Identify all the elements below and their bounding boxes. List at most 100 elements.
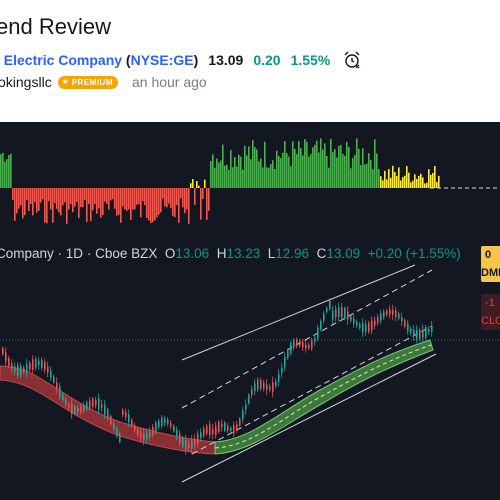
candle-body xyxy=(104,404,106,415)
histogram-bar xyxy=(434,165,436,188)
candle-body xyxy=(59,386,61,397)
candle-body xyxy=(305,344,307,349)
histogram-bar xyxy=(362,148,364,188)
candle-body xyxy=(218,422,220,432)
histogram-bar xyxy=(262,167,264,188)
histogram-bar xyxy=(420,173,422,188)
histogram-bar xyxy=(296,154,298,188)
histogram-bar xyxy=(366,163,368,188)
histogram-bar xyxy=(122,188,124,207)
candle-body xyxy=(344,307,346,319)
histogram-bar xyxy=(254,147,256,188)
histogram-bar xyxy=(168,188,170,204)
candle-body xyxy=(92,398,94,407)
candle-body xyxy=(431,325,433,332)
histogram-bar xyxy=(250,159,252,188)
candle-body xyxy=(209,424,211,436)
histogram-bar xyxy=(38,188,40,211)
histogram-bar xyxy=(424,183,426,188)
candle-body xyxy=(182,437,184,447)
histogram-bar xyxy=(132,188,134,210)
candle-body xyxy=(68,404,70,408)
candle-body xyxy=(110,415,112,424)
candle-body xyxy=(134,425,136,430)
histogram-bar xyxy=(246,155,248,188)
candle-body xyxy=(233,425,235,434)
histogram-bar xyxy=(46,188,48,224)
histogram-bar xyxy=(34,188,36,203)
histogram-bar xyxy=(134,188,136,210)
histogram-bar xyxy=(240,156,242,188)
candle-body xyxy=(404,320,406,327)
histogram-bar xyxy=(416,178,418,188)
histogram-bar xyxy=(190,183,192,188)
histogram-bar xyxy=(394,172,396,188)
histogram-bar xyxy=(258,161,260,188)
histogram-bar xyxy=(102,188,104,215)
histogram-bar xyxy=(314,144,316,188)
company-link[interactable]: l Electric Company xyxy=(0,52,123,68)
candle-body xyxy=(101,404,103,408)
histogram-bar xyxy=(62,188,64,206)
histogram-bar xyxy=(56,188,58,209)
histogram-bar xyxy=(22,188,24,219)
histogram-bar xyxy=(324,143,326,188)
histogram-bar xyxy=(222,144,224,188)
candle-body xyxy=(227,425,229,431)
candle-body xyxy=(32,359,34,370)
histogram-bar xyxy=(308,156,310,188)
histogram-bar xyxy=(10,153,12,188)
candle-body xyxy=(98,398,100,410)
histogram-bar xyxy=(236,166,238,188)
candle-body xyxy=(239,418,241,426)
histogram-bar xyxy=(364,164,366,188)
histogram-bar xyxy=(216,158,218,188)
histogram-bar xyxy=(176,188,178,205)
candle-body xyxy=(335,308,337,318)
histogram-bar xyxy=(4,161,6,188)
chart-canvas[interactable] xyxy=(0,122,500,500)
legend-high: 13.23 xyxy=(226,246,261,261)
candle-body xyxy=(149,431,151,437)
histogram-bar xyxy=(432,172,434,188)
candle-body xyxy=(125,412,127,418)
ticker-open-paren: ( xyxy=(122,52,131,68)
histogram-bar xyxy=(280,157,282,188)
candle-body xyxy=(311,340,313,349)
alarm-clock-icon[interactable] xyxy=(342,50,362,70)
histogram-bar xyxy=(268,167,270,188)
histogram-bar xyxy=(412,180,414,188)
histogram-bar xyxy=(244,145,246,188)
idea-header: end Review l Electric Company (NYSE:GE) … xyxy=(0,0,500,122)
histogram-bar xyxy=(426,182,428,188)
candle-body xyxy=(248,394,250,404)
histogram-bar xyxy=(90,188,92,221)
histogram-bar xyxy=(72,188,74,213)
candle-body xyxy=(224,422,226,431)
histogram-bar xyxy=(360,165,362,188)
candle-body xyxy=(20,365,22,376)
histogram-bar xyxy=(170,188,172,209)
ticker-link[interactable]: NYSE:GE xyxy=(130,52,194,68)
histogram-bar xyxy=(32,188,34,216)
chart-area[interactable]: Company · 1D · Cboe BZX O13.06 H13.23 L1… xyxy=(0,122,500,500)
histogram-bar xyxy=(82,188,84,208)
histogram-bar xyxy=(220,160,222,188)
histogram-bar xyxy=(352,158,354,188)
candle-body xyxy=(425,327,427,338)
candle-body xyxy=(197,434,199,444)
histogram-bar xyxy=(70,188,72,205)
candle-body xyxy=(14,366,16,372)
candle-body xyxy=(107,409,109,420)
candles xyxy=(2,298,433,455)
author-name[interactable]: okingsllc xyxy=(0,74,52,90)
symbol-legend[interactable]: Company · 1D · Cboe BZX O13.06 H13.23 L1… xyxy=(0,246,461,261)
histogram-bar xyxy=(212,154,214,188)
candle-body xyxy=(383,311,385,318)
candle-body xyxy=(26,364,28,373)
candle-body xyxy=(329,300,331,309)
histogram-bar xyxy=(274,169,276,188)
histogram-bar xyxy=(318,152,320,188)
histogram-bar xyxy=(40,188,42,203)
candle-body xyxy=(422,329,424,338)
